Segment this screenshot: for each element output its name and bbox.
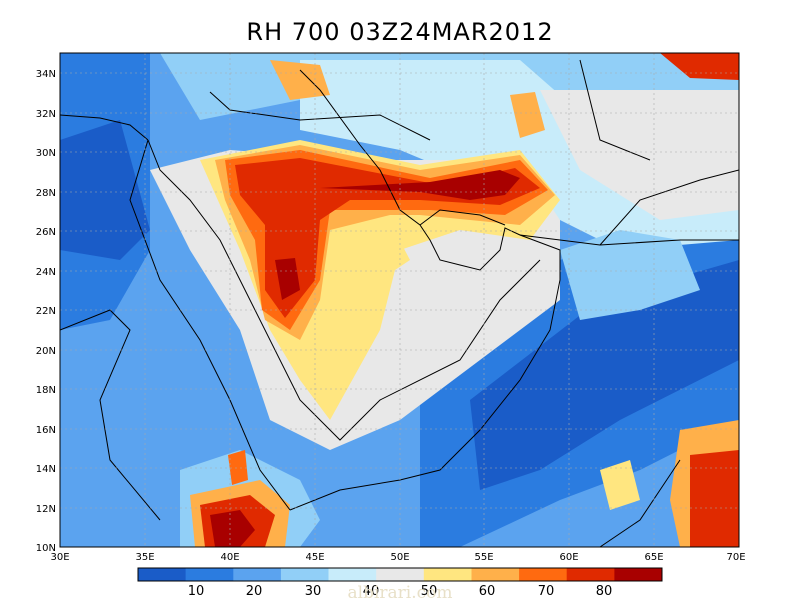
colorbar-labels: 10 20 30 40 50 60 70 80 (188, 584, 613, 599)
lon-label: 55E (474, 552, 493, 563)
lon-label: 60E (559, 552, 578, 563)
colorbar-label: 50 (421, 584, 438, 599)
lon-label: 30E (50, 552, 69, 563)
lat-label: 30N (36, 148, 56, 159)
latitude-labels: 34N 32N 30N 28N 26N 24N 22N 20N 18N 16N … (36, 69, 56, 554)
humidity-field (60, 53, 739, 547)
map-frame (59, 52, 740, 548)
lat-label: 22N (36, 306, 56, 317)
colorbar-swatch (138, 568, 187, 581)
lat-label: 28N (36, 188, 56, 199)
lon-label: 35E (135, 552, 154, 563)
colorbar-swatch (519, 568, 568, 581)
colorbar-swatch (423, 568, 472, 581)
lon-label: 45E (305, 552, 324, 563)
colorbar-swatch (614, 568, 663, 581)
colorbar-swatch (233, 568, 282, 581)
lon-label: 50E (390, 552, 409, 563)
colorbar-swatch (566, 568, 615, 581)
colorbar-label: 40 (363, 584, 380, 599)
colorbar (137, 567, 663, 582)
colorbar-label: 80 (596, 584, 613, 599)
map-title: RH 700 03Z24MAR2012 (246, 18, 554, 46)
lat-label: 20N (36, 346, 56, 357)
lat-label: 34N (36, 69, 56, 80)
lon-label: 65E (644, 552, 663, 563)
lat-label: 12N (36, 504, 56, 515)
graticule (60, 53, 739, 547)
lon-label: 70E (726, 552, 745, 563)
lat-label: 26N (36, 227, 56, 238)
lon-label: 40E (220, 552, 239, 563)
lat-label: 18N (36, 385, 56, 396)
colorbar-frame (137, 567, 663, 582)
lat-label: 32N (36, 109, 56, 120)
colorbar-swatch (185, 568, 234, 581)
colorbar-swatch (376, 568, 425, 581)
colorbar-label: 60 (479, 584, 496, 599)
longitude-labels: 30E 35E 40E 45E 50E 55E 60E 65E 70E (50, 552, 745, 563)
watermark: albirari.com (348, 583, 453, 600)
coastlines (60, 59, 739, 547)
colorbar-swatch (328, 568, 377, 581)
colorbar-label: 30 (305, 584, 322, 599)
colorbar-label: 20 (246, 584, 263, 599)
lat-label: 14N (36, 464, 56, 475)
colorbar-label: 70 (538, 584, 555, 599)
lat-label: 10N (36, 543, 56, 554)
colorbar-label: 10 (188, 584, 205, 599)
lat-label: 16N (36, 425, 56, 436)
colorbar-swatch (280, 568, 329, 581)
colorbar-swatch (471, 568, 520, 581)
lat-label: 24N (36, 267, 56, 278)
